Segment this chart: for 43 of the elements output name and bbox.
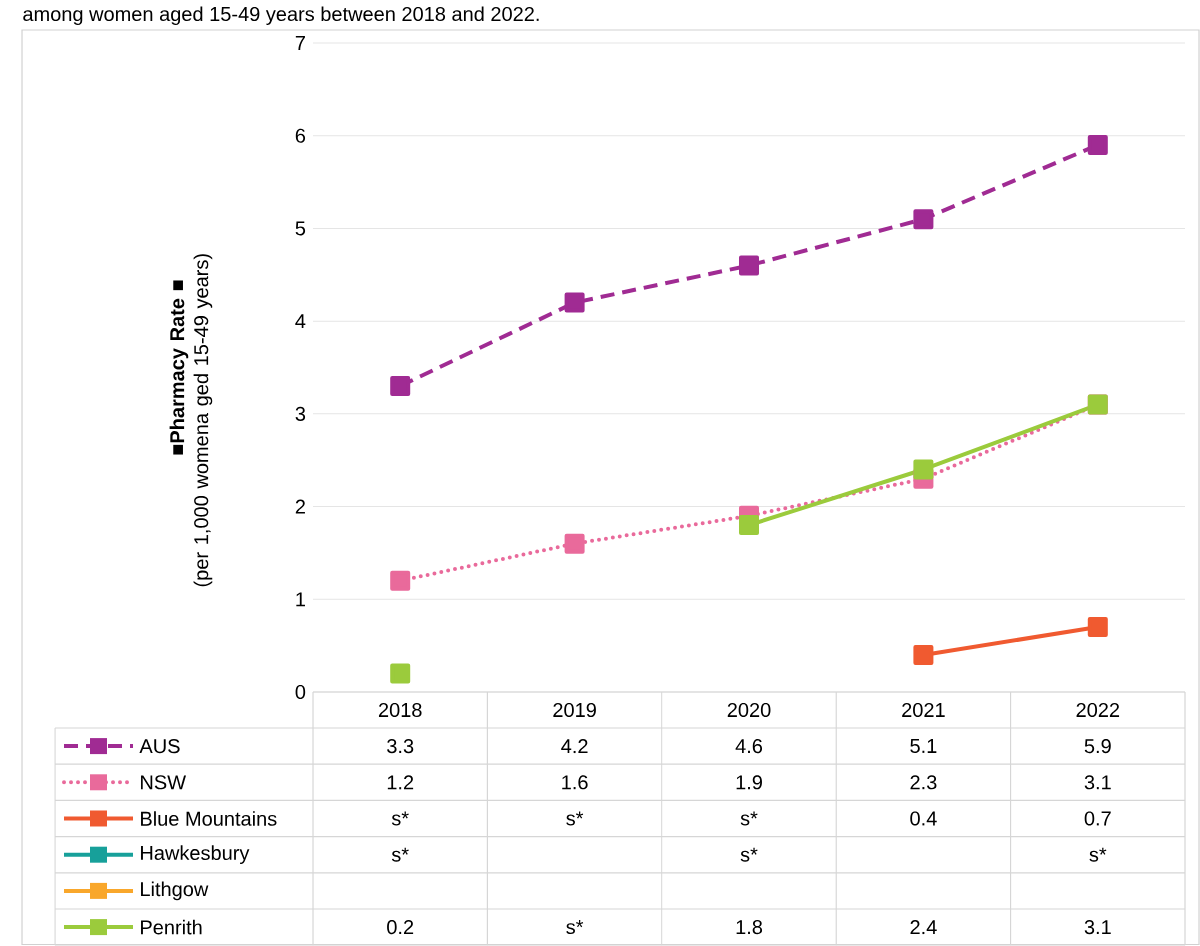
- legend-label: Penrith: [141, 919, 202, 935]
- y-tick-label: 1: [296, 592, 305, 607]
- y-tick-label: 2: [295, 499, 305, 514]
- data-label: 5.1: [910, 739, 937, 754]
- text: s*: [740, 811, 758, 826]
- data-label: 0.2: [387, 920, 414, 935]
- data-label: 1.9: [736, 775, 762, 790]
- data-label: 1.6: [562, 775, 588, 790]
- legend-label: Blue Mountains: [141, 811, 277, 826]
- data-label: 1.2: [387, 775, 414, 790]
- data-label: 0.4: [910, 811, 937, 826]
- y-tick-label: 3: [295, 406, 306, 422]
- data-label: 3.3: [387, 739, 414, 754]
- x-tick-label: 2022: [1076, 703, 1120, 718]
- y-tick-label: 6: [295, 128, 306, 143]
- x-tick-label: 2019: [553, 703, 596, 718]
- y-tick-label: 0: [295, 685, 306, 700]
- x-tick-label: 2018: [378, 703, 422, 718]
- data-label: 1.8: [736, 920, 763, 935]
- text: s*: [391, 847, 409, 862]
- y-tick-label: 5: [295, 221, 306, 236]
- data-label: 5.9: [1084, 739, 1111, 754]
- legend-label: Hawkesbury: [141, 845, 250, 865]
- y-tick-label: 4: [295, 314, 306, 329]
- text: s*: [566, 920, 584, 935]
- text: s*: [391, 811, 409, 826]
- x-tick-label: 2021: [902, 703, 945, 718]
- data-label: 3.1: [1084, 920, 1111, 935]
- data-label: 2.4: [910, 920, 937, 935]
- data-label: 2.3: [910, 775, 937, 790]
- legend-label: NSW: [141, 775, 186, 790]
- x-tick-label: 2020: [727, 703, 771, 718]
- data-label: 4.2: [561, 739, 588, 754]
- data-label: 3.1: [1084, 775, 1111, 790]
- chart-title: among women aged 15-49 years between 2018 and 2022.: [23, 6, 539, 26]
- text: s*: [1089, 847, 1107, 862]
- legend-label: Lithgow: [141, 881, 209, 901]
- y-tick-label: 7: [295, 36, 305, 50]
- text: s*: [740, 847, 758, 862]
- text: s*: [566, 811, 584, 826]
- data-label: 0.7: [1084, 811, 1111, 826]
- data-label: 4.6: [735, 739, 763, 754]
- legend-label: AUS: [139, 739, 180, 754]
